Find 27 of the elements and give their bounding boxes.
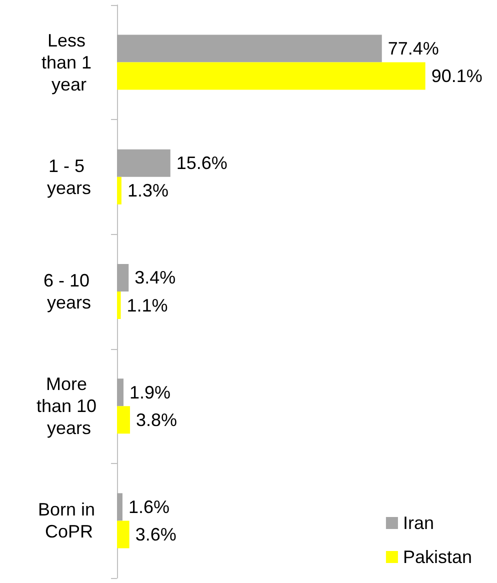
y-tick-label: 1 - 5 years (46, 156, 92, 198)
data-label: 15.6% (176, 153, 228, 174)
data-label: 77.4% (388, 38, 439, 59)
y-tick-label: Born in CoPR (38, 500, 100, 542)
data-label: 3.4% (134, 268, 176, 288)
data-label: 1.3% (127, 180, 168, 201)
bar (117, 149, 170, 177)
bar (117, 406, 130, 434)
bar (117, 264, 129, 292)
data-label: 1.6% (128, 496, 170, 517)
y-tick-label: 6 - 10 years (43, 270, 95, 312)
bar (117, 378, 124, 406)
bar (117, 34, 382, 62)
bar (117, 176, 122, 204)
legend-label: Iran (402, 513, 434, 533)
legend-label: Pakistan (402, 547, 472, 567)
data-label: 90.1% (431, 66, 482, 86)
bar (117, 62, 426, 90)
data-label: 3.8% (136, 410, 178, 430)
bar (117, 292, 121, 320)
y-tick-label: Less than 1 year (41, 30, 97, 94)
bar (117, 493, 122, 521)
bar (117, 520, 130, 548)
y-tick-label: More than 10 years (36, 374, 102, 438)
data-label: 3.6% (135, 524, 176, 544)
data-label: 1.9% (130, 382, 171, 402)
data-label: 1.1% (126, 295, 168, 316)
